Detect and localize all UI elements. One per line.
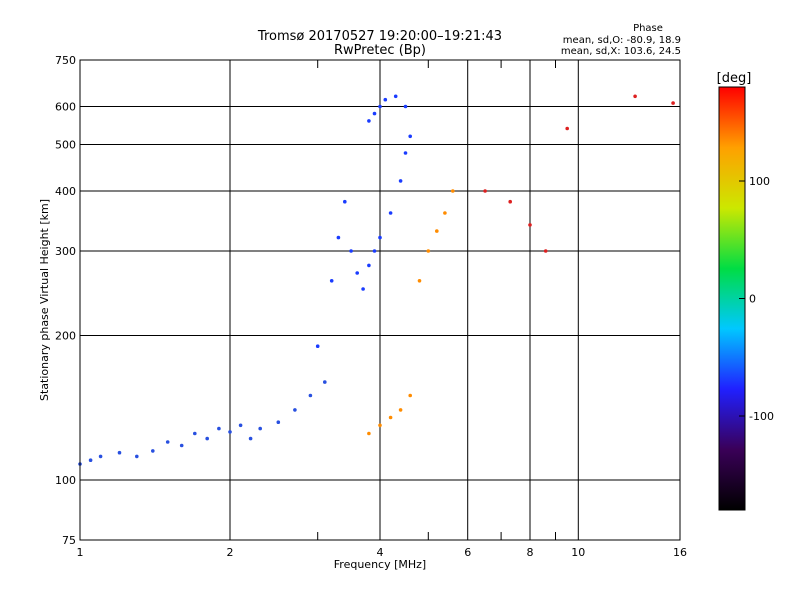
data-point (372, 111, 377, 116)
data-point (388, 415, 393, 420)
data-point (349, 249, 353, 253)
data-point (367, 263, 371, 268)
data-point (117, 450, 122, 455)
data-point (508, 199, 512, 204)
stats-title: Phase (633, 23, 663, 34)
data-point (248, 436, 253, 441)
data-point (361, 287, 365, 291)
data-point (293, 408, 297, 412)
data-point (329, 279, 334, 283)
data-point (393, 94, 398, 99)
data-point (426, 249, 431, 253)
data-point (88, 458, 93, 463)
data-point (315, 344, 320, 349)
data-point (378, 104, 382, 109)
y-axis-label: Stationary phase Virtual Height [km] (38, 199, 51, 401)
data-point (372, 249, 377, 253)
x-tick-label: 8 (527, 546, 534, 559)
data-point (217, 426, 221, 431)
colorbar-ticks: 100 0 -100 (739, 175, 774, 423)
data-point (398, 179, 403, 183)
x-tick-label: 16 (673, 546, 687, 559)
data-point (408, 393, 413, 398)
x-axis-label: Frequency [MHz] (334, 558, 426, 571)
y-tick-label: 200 (55, 330, 76, 343)
data-point (388, 211, 393, 215)
data-point (323, 380, 327, 384)
data-point (238, 423, 243, 428)
data-point (417, 279, 422, 283)
y-tick-label: 500 (55, 139, 76, 152)
x-tick-label: 4 (377, 546, 384, 559)
plot-frame (79, 59, 681, 541)
data-point (336, 235, 341, 240)
data-point (451, 189, 455, 193)
data-point (151, 449, 155, 453)
data-point (398, 408, 403, 412)
data-point (403, 104, 408, 109)
colorbar-tick-label: -100 (749, 410, 774, 423)
y-tick-label: 750 (55, 54, 76, 67)
data-point (165, 440, 170, 444)
x-tick-label: 10 (571, 546, 585, 559)
data-point (135, 454, 139, 459)
colorbar-label: [deg] (717, 71, 752, 86)
data-point (435, 229, 439, 233)
data-point (343, 199, 347, 204)
chart-subtitle: RwPretec (Bp) (334, 43, 426, 58)
chart-title: Tromsø 20170527 19:20:00–19:21:43 (257, 29, 502, 44)
y-tick-label: 400 (55, 185, 76, 198)
data-point (528, 223, 532, 227)
data-point (633, 94, 637, 99)
data-point (355, 271, 360, 275)
y-axis-ticks: 75 100 200 300 400 500 600 750 (55, 54, 76, 547)
data-point (276, 420, 281, 425)
y-tick-label: 600 (55, 101, 76, 114)
data-point (383, 97, 388, 102)
data-point (193, 431, 197, 436)
data-point (565, 126, 569, 131)
stats-line-o: mean, sd,O: -80.9, 18.9 (563, 35, 681, 46)
x-tick-label: 1 (77, 546, 84, 559)
y-tick-label: 75 (62, 534, 76, 547)
x-tick-label: 6 (464, 546, 471, 559)
data-point (98, 454, 103, 459)
x-axis-ticks: 1 2 4 6 8 10 16 (77, 60, 687, 559)
data-point (403, 151, 408, 155)
colorbar-tick-label: 0 (749, 293, 756, 306)
data-points (78, 94, 675, 466)
data-point (671, 101, 675, 105)
data-point (378, 423, 382, 428)
data-point (483, 189, 487, 193)
data-point (179, 443, 184, 448)
y-tick-label: 300 (55, 245, 76, 258)
colorbar-tick-label: 100 (749, 175, 770, 188)
data-point (408, 134, 413, 139)
data-point (205, 436, 209, 441)
data-point (308, 393, 313, 398)
data-point (443, 211, 447, 215)
x-tick-label: 2 (227, 546, 234, 559)
data-point (228, 430, 232, 434)
stats-line-x: mean, sd,X: 103.6, 24.5 (561, 46, 681, 57)
data-point (378, 235, 382, 240)
data-point (367, 431, 371, 436)
y-tick-label: 100 (55, 474, 76, 487)
data-point (543, 249, 548, 253)
plot-area: 1 2 4 6 8 10 16 75 100 200 300 400 500 600 750 (55, 54, 687, 559)
data-point (367, 119, 371, 123)
data-point (258, 426, 263, 431)
